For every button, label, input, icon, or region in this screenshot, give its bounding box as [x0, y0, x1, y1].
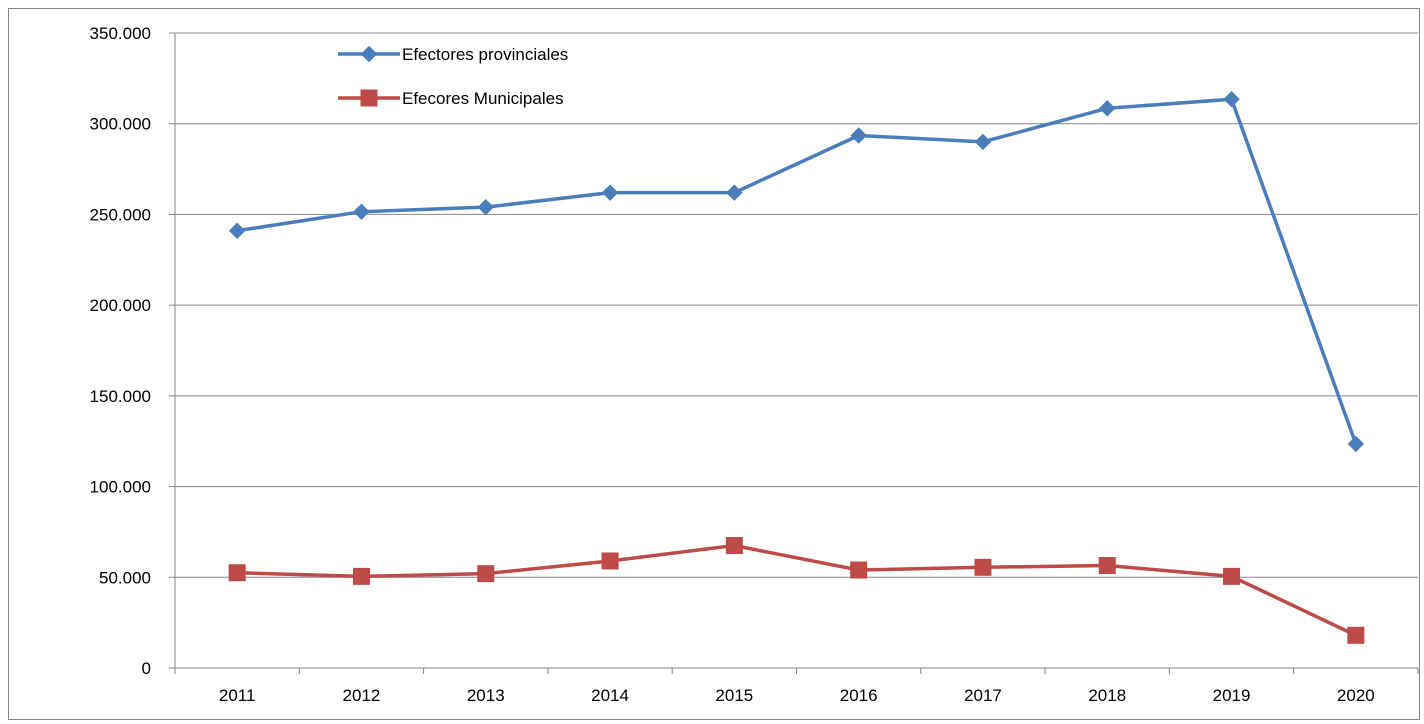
data-point-square — [352, 567, 370, 585]
x-tick-label: 2011 — [219, 686, 256, 705]
data-point-square — [228, 564, 246, 582]
y-tick-label: 300.000 — [90, 115, 151, 134]
chart-area: 0 50.000 100.000 150.000 200.000 250.000 300.0… — [8, 8, 1420, 720]
data-point-diamond — [726, 184, 743, 201]
data-point-diamond — [850, 127, 867, 144]
legend: Efectores provinciales Efecores Municipal… — [338, 45, 568, 108]
y-tick-label: 150.000 — [90, 387, 151, 406]
data-point-square — [477, 565, 495, 583]
y-tick-label: 350.000 — [90, 24, 151, 43]
data-point-square — [1223, 567, 1241, 585]
series-efectores-provinciales — [228, 91, 1365, 453]
data-point-square — [1098, 556, 1116, 574]
legend-entry: Efectores provinciales — [338, 45, 568, 64]
x-tick-label: 2015 — [715, 686, 753, 705]
axes: 0 50.000 100.000 150.000 200.000 250.000 300.0… — [90, 24, 1419, 705]
data-point-square — [850, 561, 868, 579]
data-point-diamond — [974, 133, 992, 151]
x-tick-label: 2012 — [343, 686, 381, 705]
data-point-square — [601, 552, 619, 570]
data-point-diamond — [477, 198, 494, 216]
y-tick-label: 100.000 — [90, 478, 151, 497]
data-point-diamond — [1347, 435, 1365, 453]
legend-label: Efectores provinciales — [402, 45, 568, 64]
legend-label: Efecores Municipales — [402, 89, 564, 108]
data-point-diamond — [228, 222, 246, 239]
x-tick-label: 2020 — [1337, 686, 1375, 705]
x-tick-label: 2018 — [1088, 686, 1126, 705]
x-tick-label: 2013 — [467, 686, 505, 705]
x-tick-label: 2014 — [591, 686, 629, 705]
data-point-square — [725, 537, 743, 555]
y-tick-label: 0 — [142, 659, 151, 678]
data-point-diamond — [353, 203, 370, 220]
gridlines — [175, 32, 1418, 578]
data-point-diamond — [1223, 91, 1240, 108]
line-chart: 0 50.000 100.000 150.000 200.000 250.000 300.0… — [90, 24, 1419, 705]
data-point-square — [360, 89, 378, 107]
x-tick-label: 2016 — [840, 686, 878, 705]
data-point-square — [1347, 626, 1365, 644]
data-point-square — [974, 558, 992, 576]
series-line — [236, 97, 1358, 445]
data-point-diamond — [360, 45, 378, 63]
series-efecores-municipales — [228, 537, 1365, 644]
y-tick-label: 50.000 — [99, 568, 151, 587]
y-tick-label: 250.000 — [90, 205, 151, 224]
series — [228, 91, 1365, 644]
series-line — [237, 543, 1357, 637]
x-tick-label: 2017 — [964, 686, 1002, 705]
x-tick-label: 2019 — [1213, 686, 1251, 705]
legend-entry: Efecores Municipales — [338, 89, 564, 108]
y-tick-label: 200.000 — [90, 296, 151, 315]
data-point-diamond — [1099, 100, 1116, 117]
data-point-diamond — [601, 184, 619, 201]
